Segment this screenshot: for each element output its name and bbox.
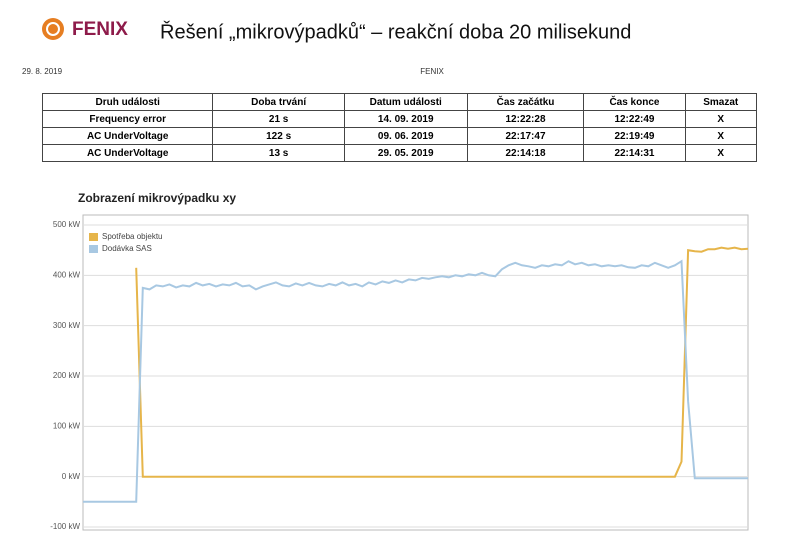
legend-label: Dodávka SAS bbox=[102, 244, 152, 253]
table-cell: 21 s bbox=[212, 110, 345, 128]
logo-text: FENIX bbox=[72, 19, 128, 40]
column-header: Smazat bbox=[684, 93, 757, 111]
y-tick-label: -100 kW bbox=[50, 522, 80, 531]
column-header: Doba trvání bbox=[212, 93, 345, 111]
table-cell: Frequency error bbox=[41, 110, 214, 128]
y-tick-label: 200 kW bbox=[53, 371, 81, 380]
table-cell: 22:14:18 bbox=[466, 144, 585, 162]
table-cell: AC UnderVoltage bbox=[41, 127, 214, 145]
legend-label: Spotřeba objektu bbox=[102, 232, 163, 241]
logo-icon-ring bbox=[46, 22, 60, 36]
header-center: FENIX bbox=[420, 67, 444, 76]
chart-title: Zobrazení mikrovýpadku xy bbox=[78, 191, 236, 205]
table-cell: 22:14:31 bbox=[583, 144, 686, 162]
column-header: Druh události bbox=[41, 93, 214, 111]
table-cell: 09. 06. 2019 bbox=[343, 127, 468, 145]
table-cell: X bbox=[684, 110, 757, 128]
table-cell: 122 s bbox=[212, 127, 345, 145]
date: 29. 8. 2019 bbox=[22, 67, 63, 76]
legend-swatch bbox=[89, 245, 98, 253]
table-cell: 12:22:28 bbox=[466, 110, 585, 128]
table-row: AC UnderVoltage 13 s 29. 05. 2019 22:14:18 2… bbox=[41, 144, 757, 162]
page-title: Řešení „mikrovýpadků“ – reakční doba 20 … bbox=[160, 20, 631, 43]
column-header: Datum události bbox=[343, 93, 468, 111]
series-line bbox=[135, 246, 749, 478]
events-table: Druh události Doba trvání Datum události Ča… bbox=[41, 93, 757, 162]
table-cell: 13 s bbox=[212, 144, 345, 162]
plot-frame bbox=[82, 214, 749, 531]
table-cell: 14. 09. 2019 bbox=[343, 110, 468, 128]
y-tick-label: 300 kW bbox=[53, 321, 81, 330]
table-cell: 22:19:49 bbox=[583, 127, 686, 145]
y-tick-label: 400 kW bbox=[53, 270, 81, 279]
logo-icon bbox=[42, 18, 64, 40]
table-cell: AC UnderVoltage bbox=[41, 144, 214, 162]
table-cell: 29. 05. 2019 bbox=[343, 144, 468, 162]
legend-swatch bbox=[89, 233, 98, 241]
table-cell: X bbox=[684, 127, 757, 145]
series-line bbox=[83, 259, 748, 503]
y-tick-label: 100 kW bbox=[53, 421, 81, 430]
column-header: Čas začátku bbox=[466, 93, 585, 111]
column-header: Čas konce bbox=[583, 93, 686, 111]
y-tick-label: 0 kW bbox=[62, 472, 81, 481]
table-cell: 12:22:49 bbox=[583, 110, 686, 128]
table-cell: 22:17:47 bbox=[466, 127, 585, 145]
table-cell: X bbox=[684, 144, 757, 162]
table-row: AC UnderVoltage 122 s 09. 06. 2019 22:17:47… bbox=[41, 127, 757, 145]
y-tick-label: 500 kW bbox=[53, 220, 81, 229]
table-row: Frequency error 21 s 14. 09. 2019 12:22:28 1… bbox=[41, 110, 757, 128]
